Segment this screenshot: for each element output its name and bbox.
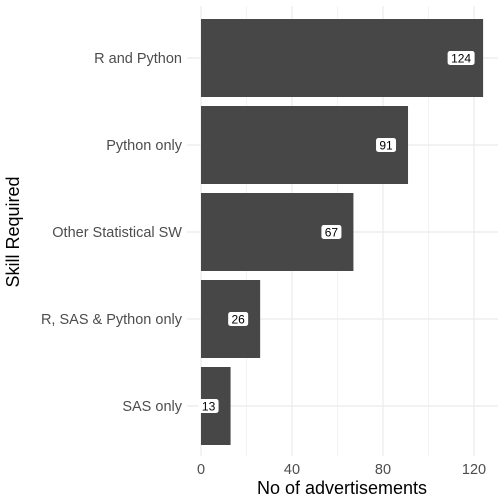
y-axis-title: Skill Required	[3, 176, 23, 287]
y-category-label: SAS only	[122, 399, 182, 415]
data-label-box	[228, 312, 249, 326]
x-tick-labels: 0 40 80 120	[197, 462, 486, 478]
data-label-layer: 124 91 67 26 13	[198, 51, 475, 413]
y-category-label: Python only	[106, 138, 183, 154]
data-label: 91	[376, 138, 397, 152]
data-label-box	[321, 225, 342, 239]
data-label: 67	[321, 225, 342, 239]
data-label: 26	[228, 312, 249, 326]
x-tick-label: 80	[375, 462, 391, 478]
data-label-value: 124	[451, 51, 471, 65]
data-label-box	[447, 51, 475, 65]
x-tick-label: 0	[197, 462, 205, 478]
y-category-label: Other Statistical SW	[52, 225, 182, 241]
x-tick-label: 120	[462, 462, 486, 478]
data-label-box	[376, 138, 397, 152]
data-label-box	[198, 399, 219, 413]
x-axis-title: No of advertisements	[257, 478, 427, 498]
data-label-value: 91	[379, 138, 393, 152]
y-category-label: R, SAS & Python only	[41, 312, 183, 328]
data-label-value: 26	[231, 312, 245, 326]
y-category-label: R and Python	[94, 51, 182, 67]
bar	[201, 19, 484, 97]
x-tick-label: 40	[284, 462, 300, 478]
data-label: 13	[198, 399, 219, 413]
bar	[201, 106, 409, 184]
data-label-value: 13	[202, 399, 216, 413]
data-label: 124	[447, 51, 475, 65]
data-label-value: 67	[325, 225, 339, 239]
y-category-labels: R and Python Python only Other Statistical…	[41, 51, 183, 415]
